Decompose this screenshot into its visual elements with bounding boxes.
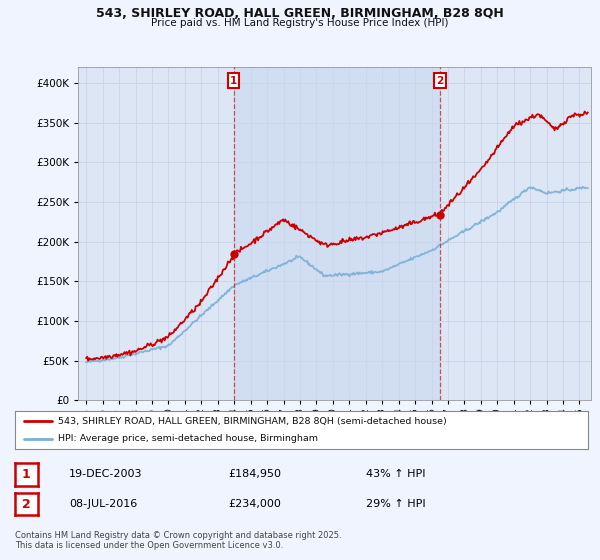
Text: 2: 2 — [436, 76, 443, 86]
Text: 29% ↑ HPI: 29% ↑ HPI — [366, 499, 425, 509]
Text: 19-DEC-2003: 19-DEC-2003 — [69, 469, 143, 479]
Text: £184,950: £184,950 — [228, 469, 281, 479]
Text: Price paid vs. HM Land Registry's House Price Index (HPI): Price paid vs. HM Land Registry's House … — [151, 18, 449, 28]
Text: 2: 2 — [22, 497, 31, 511]
Text: 1: 1 — [22, 468, 31, 481]
Text: 543, SHIRLEY ROAD, HALL GREEN, BIRMINGHAM, B28 8QH (semi-detached house): 543, SHIRLEY ROAD, HALL GREEN, BIRMINGHA… — [58, 417, 447, 426]
Bar — [234, 67, 440, 400]
Text: Contains HM Land Registry data © Crown copyright and database right 2025.
This d: Contains HM Land Registry data © Crown c… — [15, 531, 341, 550]
Text: 08-JUL-2016: 08-JUL-2016 — [69, 499, 137, 509]
Text: 43% ↑ HPI: 43% ↑ HPI — [366, 469, 425, 479]
Text: 543, SHIRLEY ROAD, HALL GREEN, BIRMINGHAM, B28 8QH: 543, SHIRLEY ROAD, HALL GREEN, BIRMINGHA… — [96, 7, 504, 20]
Text: £234,000: £234,000 — [228, 499, 281, 509]
Text: HPI: Average price, semi-detached house, Birmingham: HPI: Average price, semi-detached house,… — [58, 435, 318, 444]
Text: 1: 1 — [230, 76, 238, 86]
